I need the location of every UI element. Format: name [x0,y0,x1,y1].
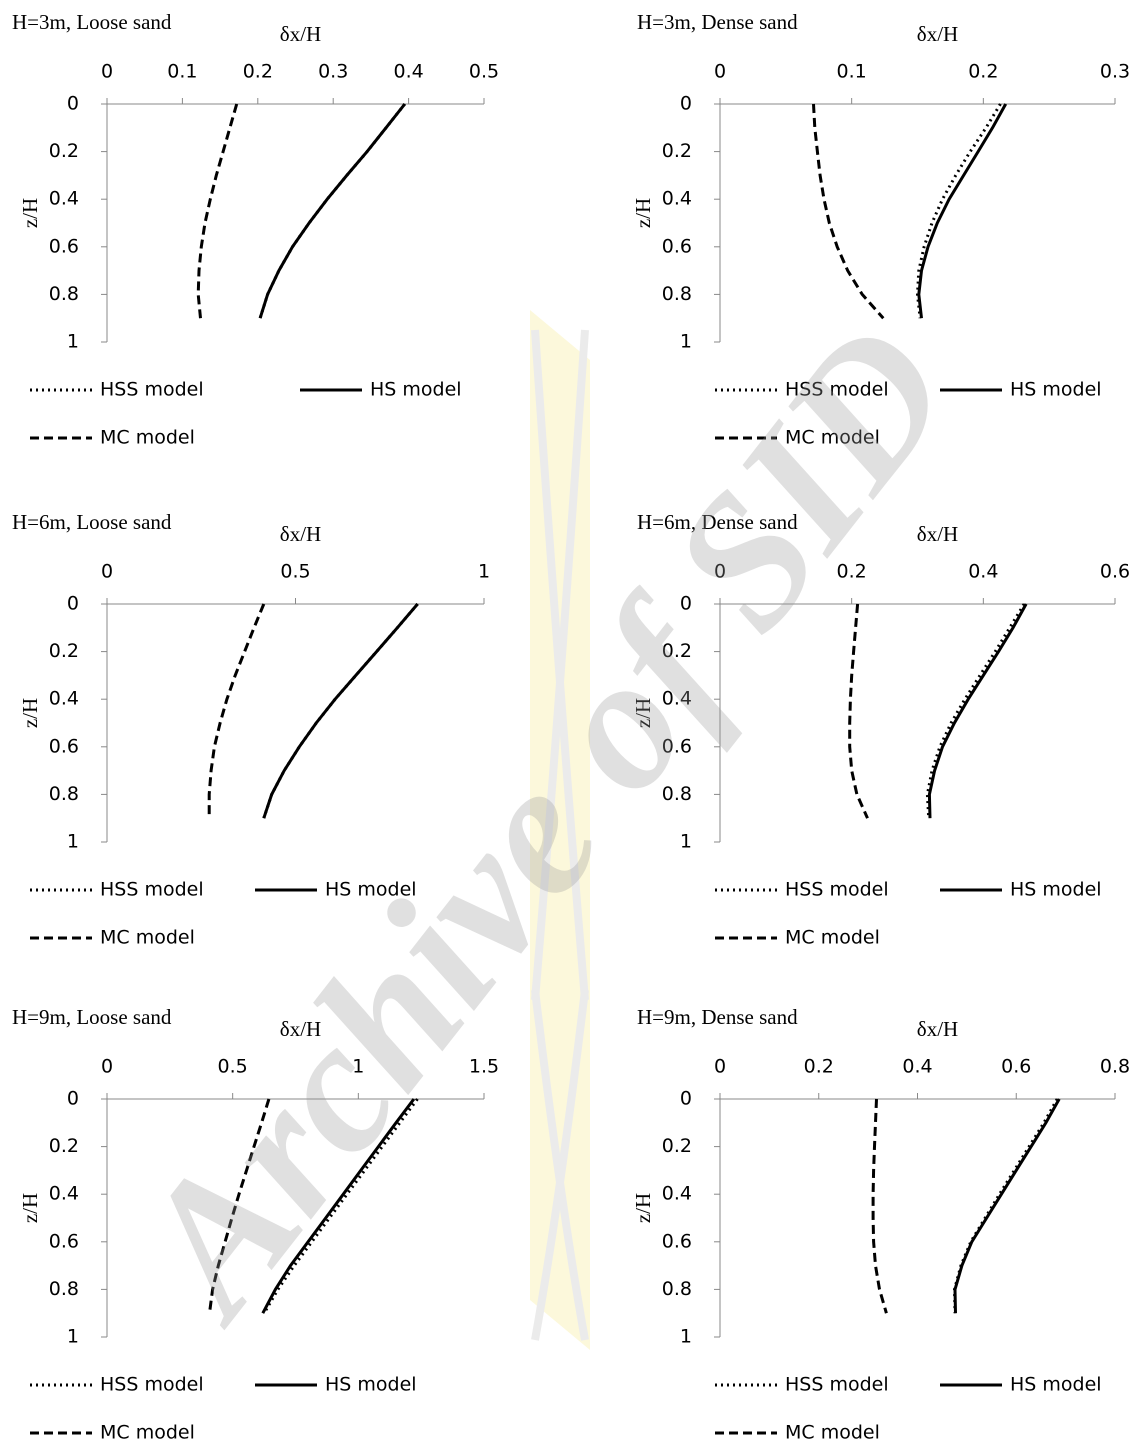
y-axis-label: z/H [631,198,655,228]
y-tick-label: 0.2 [49,640,79,662]
data-line [929,604,1026,818]
y-tick-label: 0.2 [662,1135,692,1157]
y-tick-label: 1 [680,831,692,853]
y-tick-label: 0.2 [49,140,79,162]
y-tick-label: 1 [680,1326,692,1348]
chart-panel: H=9m, Dense sand δx/H z/H 0 0.2 0.4 0.6 0.8 0 0.2… [631,1005,1130,1444]
y-tick-label: 0.4 [49,188,79,210]
data-line [264,604,418,818]
y-tick-label: 0 [67,93,79,115]
y-tick-label: 0.2 [662,140,692,162]
x-tick-label: 0.2 [243,61,273,83]
y-tick-label: 0.4 [662,1183,692,1205]
x-tick-label: 0.6 [1001,1056,1031,1078]
chart-title: H=6m, Loose sand [12,510,172,534]
chart-title: H=3m, Dense sand [637,10,798,34]
y-tick-label: 1 [67,1326,79,1348]
y-tick-label: 1 [67,331,79,353]
data-line [260,104,405,318]
y-tick-label: 0.6 [49,1230,79,1252]
x-tick-label: 0.3 [1100,61,1130,83]
chart-title: H=9m, Loose sand [12,1005,172,1029]
y-tick-label: 0 [680,93,692,115]
y-tick-label: 0.2 [49,1135,79,1157]
data-line [198,104,237,318]
y-tick-label: 0.8 [49,1278,79,1300]
x-tick-label: 1 [478,561,490,583]
data-line [919,104,1006,318]
legend-label: HSS model [100,879,204,901]
data-line [260,104,405,318]
x-tick-label: 0.4 [902,1056,932,1078]
data-line [873,1099,886,1313]
legend-label: HSS model [785,879,889,901]
x-tick-label: 0.1 [837,61,867,83]
y-tick-label: 0 [680,1088,692,1110]
figure: H=3m, Loose sand δx/H z/H 0 0.1 0.2 0.3 0.4 0.5 0… [0,0,1131,1451]
y-tick-label: 0.8 [49,783,79,805]
x-tick-label: 0.5 [280,561,310,583]
y-tick-label: 1 [67,831,79,853]
legend-label: HSS model [785,1374,889,1396]
x-tick-label: 0 [714,61,726,83]
y-tick-label: 0.6 [662,235,692,257]
x-tick-label: 0.6 [1100,561,1130,583]
y-tick-label: 0.8 [662,283,692,305]
x-tick-label: 0.8 [1100,1056,1130,1078]
x-tick-label: 0.4 [393,61,423,83]
x-tick-label: 0.2 [968,61,998,83]
y-tick-label: 0.6 [662,1230,692,1252]
legend-label: MC model [785,1422,880,1444]
legend-label: HSS model [100,379,204,401]
legend-label: HSS model [100,1374,204,1396]
y-tick-label: 0 [67,1088,79,1110]
y-tick-label: 0.6 [49,235,79,257]
y-tick-label: 0.6 [49,735,79,757]
x-tick-label: 0.3 [318,61,348,83]
legend-label: MC model [785,927,880,949]
y-axis-label: z/H [18,198,42,228]
x-axis-label: δx/H [917,22,958,46]
legend-label: HS model [1010,1374,1102,1396]
legend-label: HS model [1010,379,1102,401]
x-axis-label: δx/H [280,22,321,46]
legend-label: HS model [370,379,462,401]
data-line [814,104,884,318]
y-tick-label: 1 [680,331,692,353]
x-tick-label: 0 [714,1056,726,1078]
y-tick-label: 0 [67,593,79,615]
y-tick-label: 0.8 [49,283,79,305]
data-line [264,604,418,818]
legend-label: MC model [100,927,195,949]
x-tick-label: 0 [101,561,113,583]
chart-title: H=9m, Dense sand [637,1005,798,1029]
legend-label: HS model [1010,879,1102,901]
y-tick-label: 0.8 [662,1278,692,1300]
y-axis-label: z/H [18,1193,42,1223]
x-tick-label: 0 [101,1056,113,1078]
data-line [955,1099,1059,1313]
x-tick-label: 0.4 [968,561,998,583]
legend-label: MC model [100,1422,195,1444]
chart-title: H=3m, Loose sand [12,10,172,34]
y-tick-label: 0.4 [49,1183,79,1205]
x-tick-label: 0 [101,61,113,83]
legend-label: HS model [325,1374,417,1396]
y-tick-label: 0.4 [662,188,692,210]
x-tick-label: 0.5 [469,61,499,83]
y-axis-label: z/H [631,1193,655,1223]
data-line [850,604,868,818]
y-axis-label: z/H [18,698,42,728]
x-axis-label: δx/H [917,522,958,546]
x-axis-label: δx/H [280,522,321,546]
y-tick-label: 0.4 [49,688,79,710]
x-tick-label: 0.2 [804,1056,834,1078]
legend-label: MC model [100,427,195,449]
x-tick-label: 0.1 [167,61,197,83]
chart-panel: H=3m, Loose sand δx/H z/H 0 0.1 0.2 0.3 0.4 0.5 0… [12,10,499,449]
x-axis-label: δx/H [917,1017,958,1041]
data-line [209,604,264,818]
